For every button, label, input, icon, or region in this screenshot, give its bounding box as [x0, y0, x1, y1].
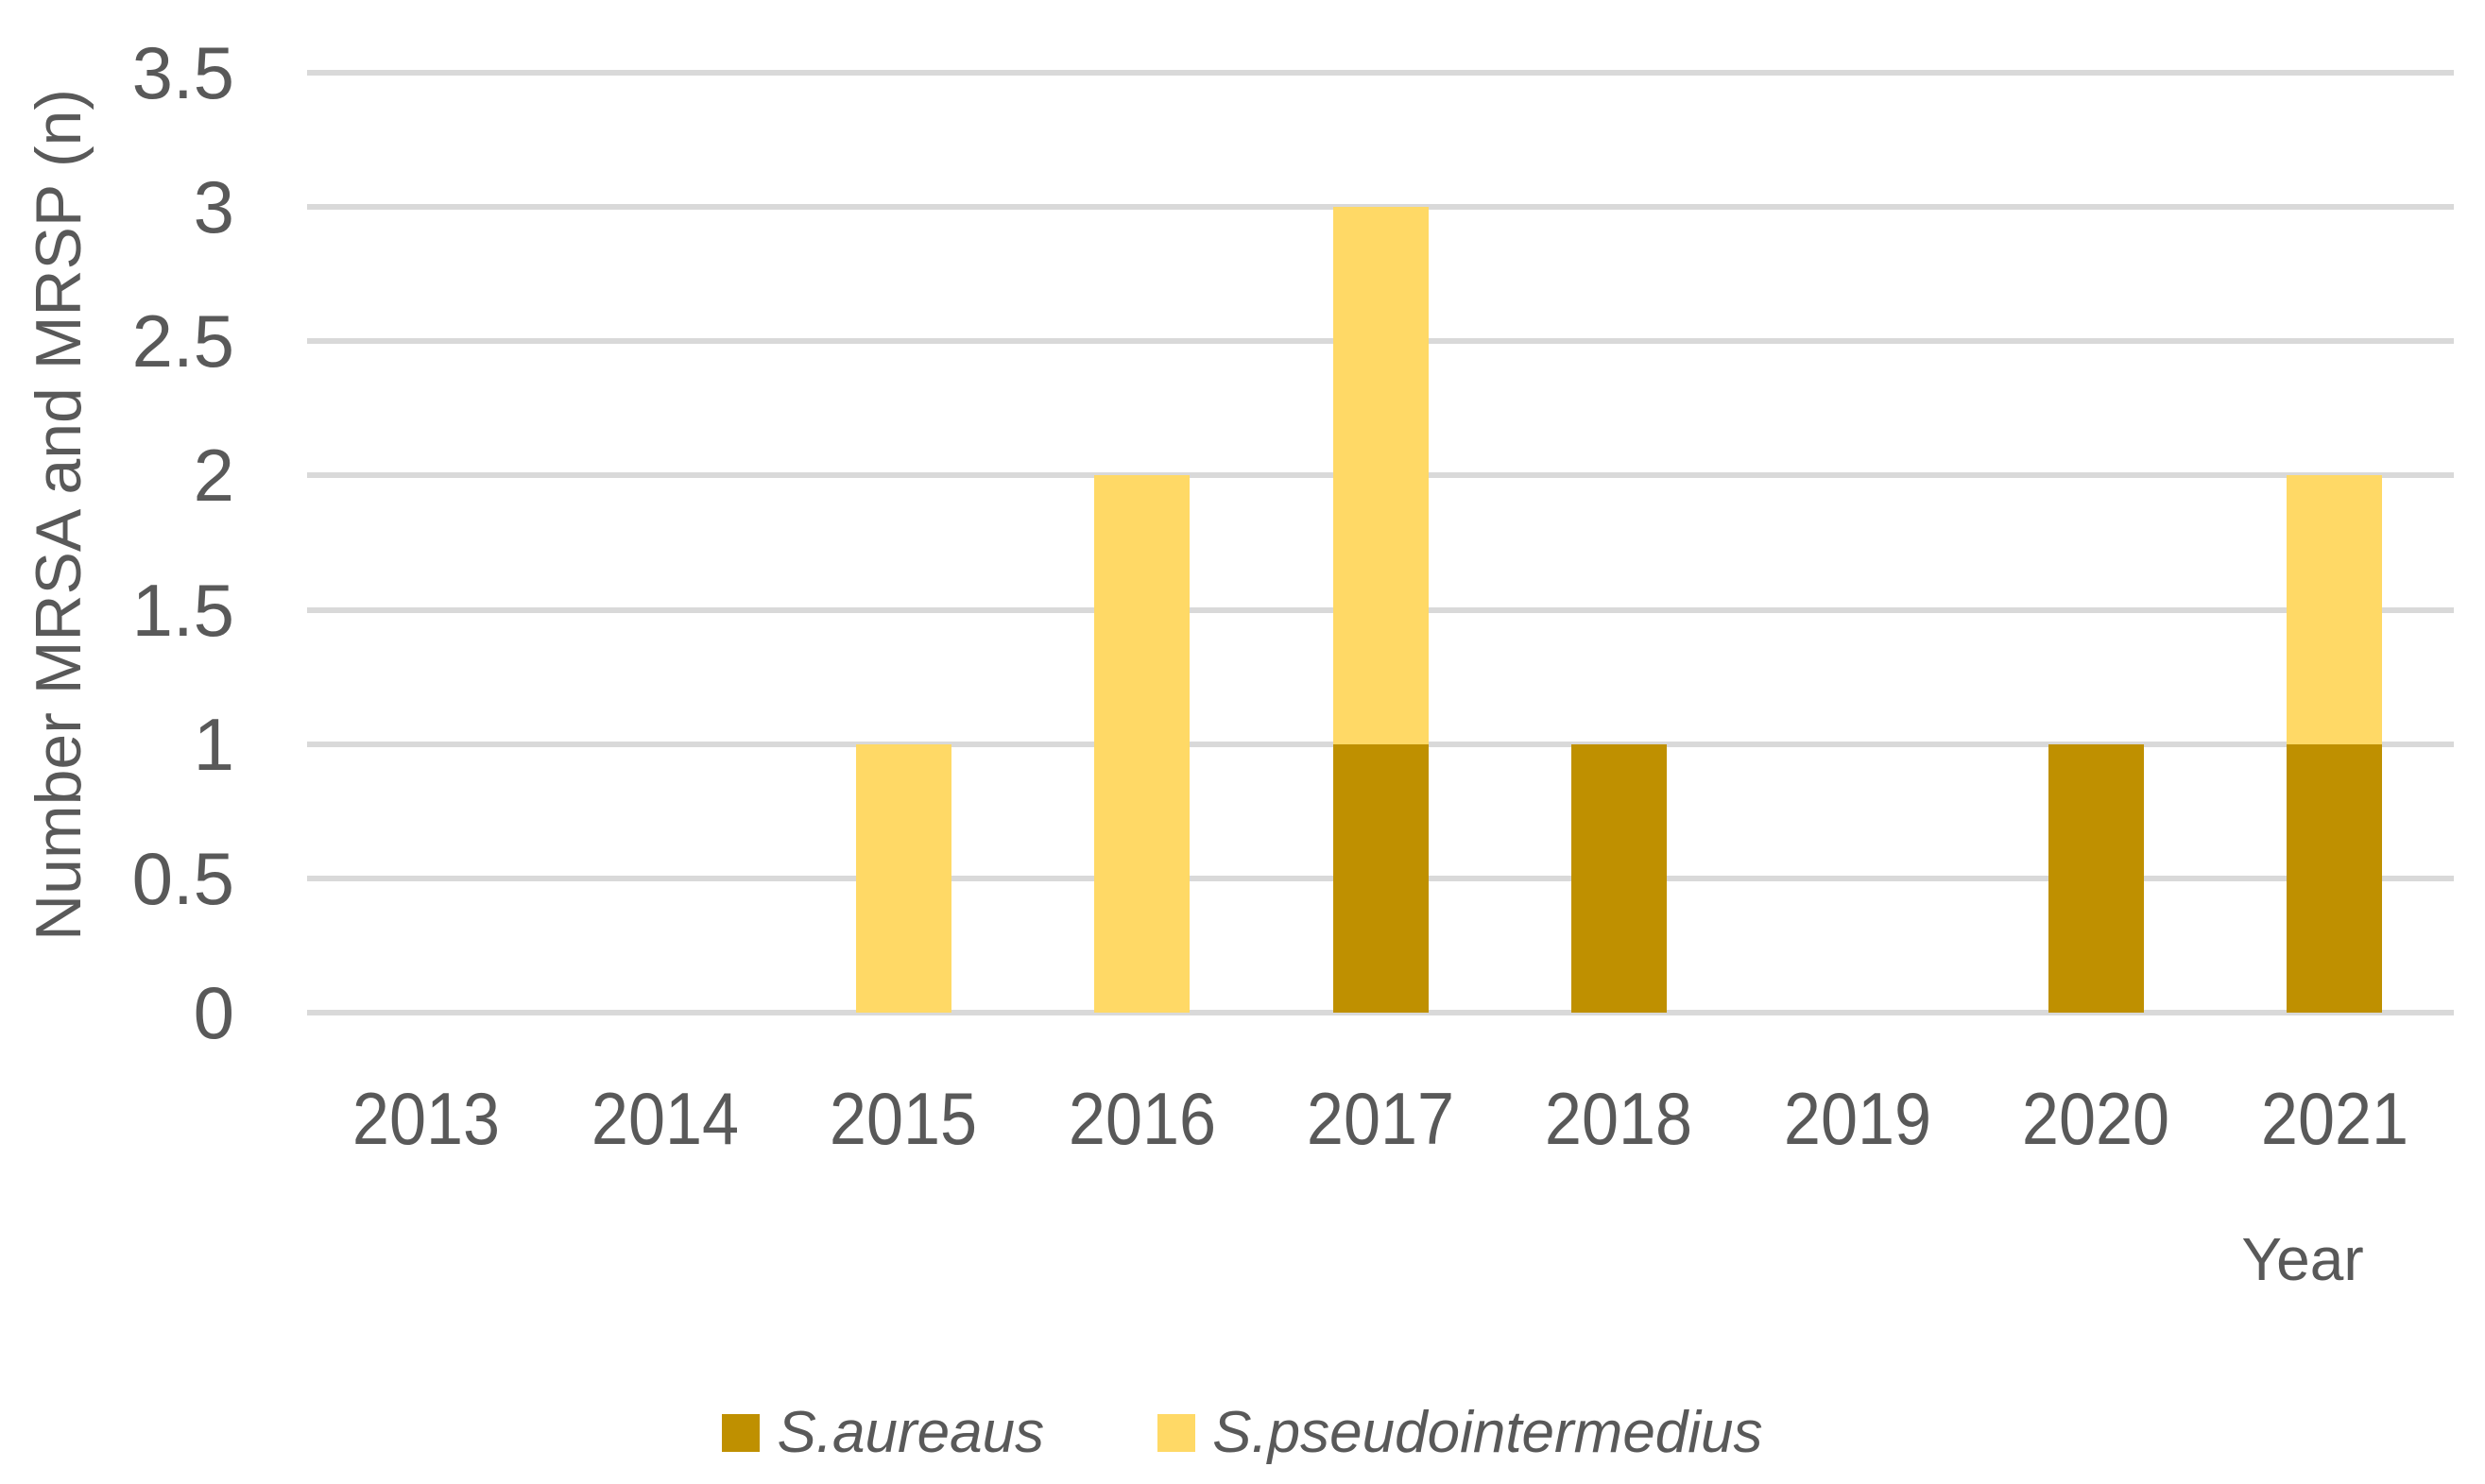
- bar-2021-s-pseudointermedius: [2287, 475, 2383, 744]
- legend-label-s-pseudointermedius: S.pseudointermedius: [1212, 1400, 1763, 1465]
- x-tick-label-2016: 2016: [1068, 1077, 1216, 1160]
- y-tick-label: 3.5: [131, 31, 234, 114]
- y-tick-label: 1: [193, 702, 234, 786]
- x-tick-label-2020: 2020: [2022, 1077, 2170, 1160]
- x-tick-label-2013: 2013: [352, 1077, 501, 1160]
- legend-item-s-pseudointermedius: S.pseudointermedius: [1157, 1400, 1763, 1465]
- y-tick-label: 3: [193, 165, 234, 249]
- x-tick-label-2021: 2021: [2260, 1077, 2408, 1160]
- gridline: [307, 1010, 2454, 1015]
- bar-2020-s-aureaus: [2048, 743, 2144, 1013]
- y-tick-label: 1.5: [131, 568, 234, 652]
- y-tick-label: 0.5: [131, 836, 234, 920]
- x-tick-label-2019: 2019: [1783, 1077, 1931, 1160]
- legend-swatch-s-pseudointermedius-icon: [1157, 1414, 1196, 1452]
- bar-2021-s-aureaus: [2287, 743, 2383, 1013]
- gridline: [307, 70, 2454, 76]
- x-tick-label-2017: 2017: [1306, 1077, 1455, 1160]
- x-tick-label-2015: 2015: [830, 1077, 978, 1160]
- gridline: [307, 204, 2454, 211]
- legend-label-s-aureaus: S.aureaus: [777, 1400, 1045, 1465]
- legend-swatch-s-aureaus-icon: [722, 1414, 761, 1452]
- bar-2017-s-aureaus: [1332, 743, 1429, 1013]
- x-tick-label-2018: 2018: [1545, 1077, 1693, 1160]
- y-tick-label: 2.5: [131, 299, 234, 384]
- y-tick-label: 0: [193, 971, 234, 1054]
- bar-2017-s-pseudointermedius: [1332, 207, 1429, 744]
- bar-2018-s-aureaus: [1570, 743, 1667, 1013]
- bar-2016-s-pseudointermedius: [1094, 475, 1191, 1013]
- legend: S.aureaus S.pseudointermedius: [0, 1400, 2485, 1466]
- x-axis-title: Year: [2241, 1225, 2364, 1293]
- legend-item-s-aureaus: S.aureaus: [722, 1404, 1044, 1462]
- plot-area: [307, 70, 2454, 1015]
- bar-2015-s-pseudointermedius: [855, 743, 951, 1013]
- x-tick-label-2014: 2014: [591, 1077, 739, 1160]
- y-tick-label: 2: [193, 434, 234, 518]
